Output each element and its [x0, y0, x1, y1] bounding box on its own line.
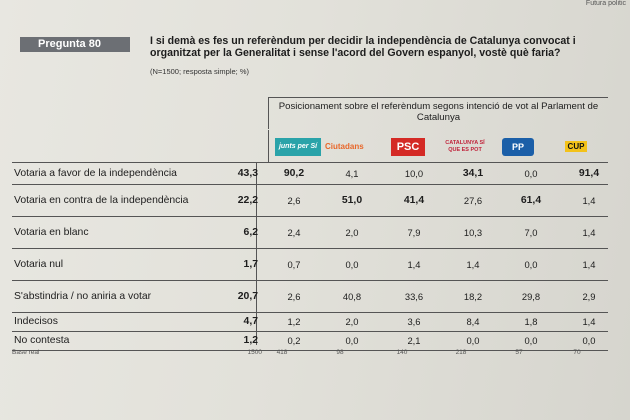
cell-value: 2,6: [287, 195, 301, 206]
cell-value: 1,4: [466, 259, 480, 270]
cell-value: 41,4: [403, 195, 425, 206]
cell-value: 2,1: [407, 335, 421, 346]
row-total: 6,2: [243, 227, 258, 238]
question-text: I si demà es fes un referèndum per decid…: [150, 35, 576, 59]
row-total: 43,3: [237, 168, 258, 179]
table-row: S'abstindria / no aniria a votar 20,7 2,…: [12, 280, 608, 312]
row-label: Votaria a favor de la independència: [14, 168, 177, 179]
cell-value: 51,0: [341, 195, 363, 206]
row-label: No contesta: [14, 335, 70, 346]
cell-value: 2,4: [287, 227, 301, 238]
row-label: Votaria en contra de la independència: [14, 195, 189, 206]
cell-value: 27,6: [463, 195, 483, 206]
cell-value: 61,4: [520, 195, 542, 206]
row-label: S'abstindria / no aniria a votar: [14, 291, 152, 302]
cell-value: 1,4: [582, 227, 596, 238]
cell-value: 0,0: [524, 168, 538, 179]
base-value: 70: [573, 349, 581, 356]
row-total: 1,7: [243, 259, 258, 270]
cell-value: 0,0: [524, 335, 538, 346]
row-label: Votaria en blanc: [14, 227, 89, 238]
pp-logo: PP: [502, 138, 534, 156]
cell-value: 90,2: [283, 168, 305, 179]
cell-value: 7,0: [524, 227, 538, 238]
cell-value: 1,4: [582, 195, 596, 206]
cell-value: 33,6: [404, 291, 424, 302]
cell-value: 8,4: [466, 316, 480, 327]
question-tag: Pregunta 80: [20, 37, 130, 52]
sample-note: (N=1500; resposta simple; %): [150, 67, 250, 76]
cell-value: 1,4: [582, 259, 596, 270]
cell-value: 0,0: [466, 335, 480, 346]
cell-value: 29,8: [521, 291, 541, 302]
table-row: No contesta 1,2 0,2 0,0 2,1 0,0 0,0 0,0: [12, 331, 608, 351]
cell-value: 7,9: [407, 227, 421, 238]
cell-value: 2,0: [345, 227, 359, 238]
cell-value: 18,2: [463, 291, 483, 302]
table-row: Votaria nul 1,7 0,7 0,0 1,4 1,4 0,0 1,4: [12, 248, 608, 280]
cell-value: 1,4: [582, 316, 596, 327]
row-total: 1,2: [243, 335, 258, 346]
cell-value: 91,4: [578, 168, 600, 179]
cell-value: 34,1: [462, 168, 484, 179]
bases-total: 1500: [247, 349, 262, 356]
table-divider: [256, 162, 257, 345]
cell-value: 1,2: [287, 316, 301, 327]
table-row: Votaria a favor de la independència 43,3…: [12, 162, 608, 184]
cell-value: 4,1: [345, 168, 359, 179]
cell-value: 0,0: [582, 335, 596, 346]
cell-value: 2,9: [582, 291, 596, 302]
cup-logo: CUP: [559, 138, 593, 156]
psc-logo: PSC: [391, 138, 425, 156]
party-logos: junts per Sí Ciutadans PSC CATALUNYA SÍ …: [268, 130, 609, 162]
cell-value: 2,6: [287, 291, 301, 302]
table-row: Votaria en blanc 6,2 2,4 2,0 7,9 10,3 7,…: [12, 216, 608, 248]
cell-value: 0,0: [524, 259, 538, 270]
cell-value: 10,0: [404, 168, 424, 179]
cell-value: 1,8: [524, 316, 538, 327]
cell-value: 0,7: [287, 259, 301, 270]
cell-value: 40,8: [342, 291, 362, 302]
results-table: Votaria a favor de la independència 43,3…: [12, 162, 608, 351]
base-value: 98: [336, 349, 344, 356]
bases-label: Base real: [12, 349, 40, 356]
cell-value: 0,2: [287, 335, 301, 346]
position-header: Posicionament sobre el referèndum segons…: [268, 97, 608, 129]
base-value: 218: [455, 349, 467, 356]
cell-value: 1,4: [407, 259, 421, 270]
ciutadans-logo: Ciutadans: [325, 142, 364, 151]
table-row: Indecisos 4,7 1,2 2,0 3,6 8,4 1,8 1,4: [12, 312, 608, 331]
base-value: 57: [515, 349, 523, 356]
junts-per-si-logo: junts per Sí: [275, 138, 321, 156]
cell-value: 0,0: [345, 335, 359, 346]
row-total: 22,2: [237, 195, 258, 206]
row-label: Votaria nul: [14, 259, 64, 270]
base-value: 140: [396, 349, 408, 356]
cell-value: 10,3: [463, 227, 483, 238]
base-value: 418: [276, 349, 288, 356]
corner-text: Futura politic: [585, 0, 626, 7]
catalunya-si-que-es-pot-logo: CATALUNYA SÍ QUE ES POT: [445, 140, 485, 153]
cell-value: 2,0: [345, 316, 359, 327]
cell-value: 0,0: [345, 259, 359, 270]
table-row: Votaria en contra de la independència 22…: [12, 184, 608, 216]
row-label: Indecisos: [14, 316, 58, 327]
row-total: 20,7: [237, 291, 258, 302]
row-total: 4,7: [243, 316, 258, 327]
cell-value: 3,6: [407, 316, 421, 327]
sample-bases: Base real 1500 418 98 140 218 57 70: [12, 349, 608, 361]
